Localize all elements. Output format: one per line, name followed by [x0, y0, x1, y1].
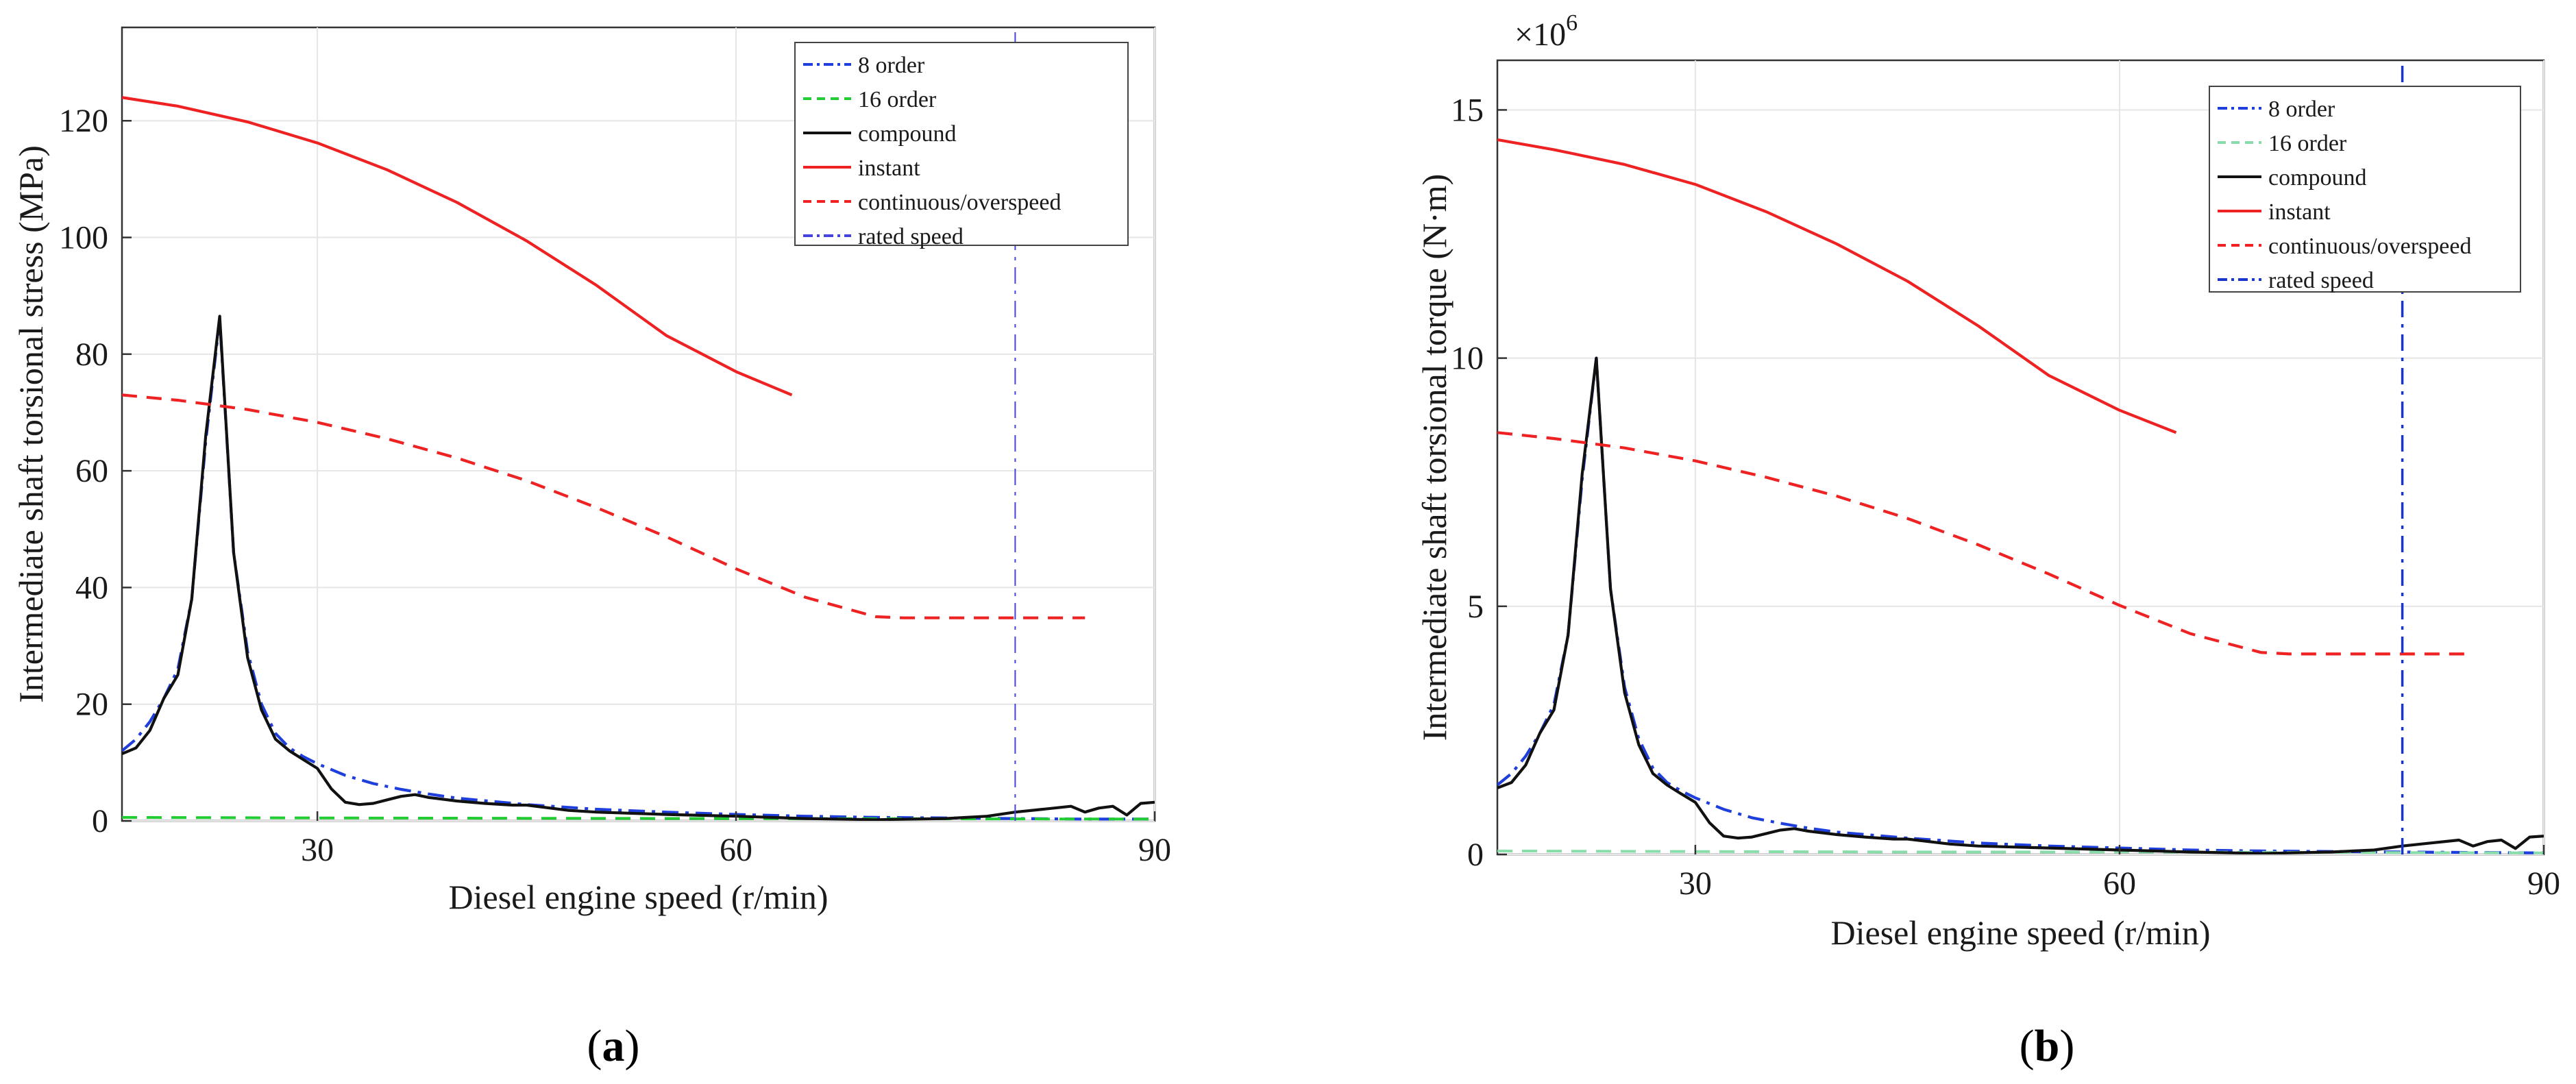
y-tick-label: 10: [1451, 341, 1484, 377]
y-tick-label: 80: [75, 336, 108, 373]
legend-label-8-order: 8 order: [2268, 97, 2335, 122]
legend-label-continuous-overspeed: continuous/overspeed: [2268, 234, 2472, 259]
y-tick-label: 100: [59, 220, 108, 256]
y-axis-exponent: ×106: [1514, 10, 1578, 53]
chart-panel-b: 30 60 90 0 5 10 15 Diesel engine speed (r/min) I…: [1415, 10, 2560, 1071]
series-line-instant: [1497, 138, 2177, 434]
y-tick-label: 5: [1467, 589, 1484, 625]
x-tick-label: 30: [1679, 865, 1712, 902]
series-line-16-order: [1497, 849, 2544, 854]
x-tick-label: 60: [2103, 865, 2136, 902]
legend: 8 order 16 order compound instant continuous…: [794, 42, 1129, 249]
panel-caption: (a): [587, 1021, 640, 1071]
x-axis-title: Diesel engine speed (r/min): [1831, 913, 2211, 952]
chart-panel-a: 30 60 90 0 20 40 60 80 100 120 Diesel engine speed…: [12, 26, 1171, 1071]
y-tick-label: 0: [92, 803, 108, 839]
legend-label-rated-speed: rated speed: [2268, 268, 2374, 293]
legend-label-rated-speed: rated speed: [858, 224, 964, 249]
series-line-16-order: [122, 815, 1155, 821]
legend-label-compound: compound: [858, 121, 957, 147]
legend-label-continuous-overspeed: continuous/overspeed: [858, 190, 1062, 215]
y-tick-label: 20: [75, 687, 108, 723]
x-axis-title: Diesel engine speed (r/min): [449, 878, 829, 916]
y-tick-label: 60: [75, 453, 108, 489]
legend-box: [794, 42, 1129, 246]
x-tick-label: 90: [2527, 865, 2560, 902]
legend-label-16-order: 16 order: [2268, 131, 2347, 156]
y-tick-label: 15: [1451, 92, 1484, 128]
x-tick-label: 90: [1138, 832, 1171, 868]
y-axis-title: Intermediate shaft torsional torque (N·m…: [1415, 174, 1453, 741]
series-line-instant: [122, 96, 793, 397]
panel-caption: (b): [2020, 1021, 2075, 1071]
y-tick-label: 0: [1467, 837, 1484, 873]
legend-label-instant: instant: [2268, 199, 2331, 225]
series-line-continuous-overspeed: [1497, 431, 2473, 656]
x-tick-label: 30: [301, 832, 334, 868]
legend: 8 order 16 order compound instant continuous…: [2209, 86, 2521, 293]
legend-label-8-order: 8 order: [858, 53, 925, 78]
y-tick-label: 40: [75, 569, 108, 606]
legend-label-16-order: 16 order: [858, 87, 937, 112]
y-tick-label: 120: [59, 103, 108, 139]
y-axis-title: Intermediate shaft torsional stress (MPa…: [12, 145, 50, 703]
legend-label-instant: instant: [858, 156, 920, 181]
series-line-compound: [1497, 356, 2544, 854]
x-tick-label: 60: [720, 832, 752, 868]
legend-label-compound: compound: [2268, 165, 2367, 190]
series-line-continuous-overspeed: [122, 393, 1085, 619]
series-line-compound: [122, 315, 1155, 821]
legend-box: [2209, 86, 2521, 293]
